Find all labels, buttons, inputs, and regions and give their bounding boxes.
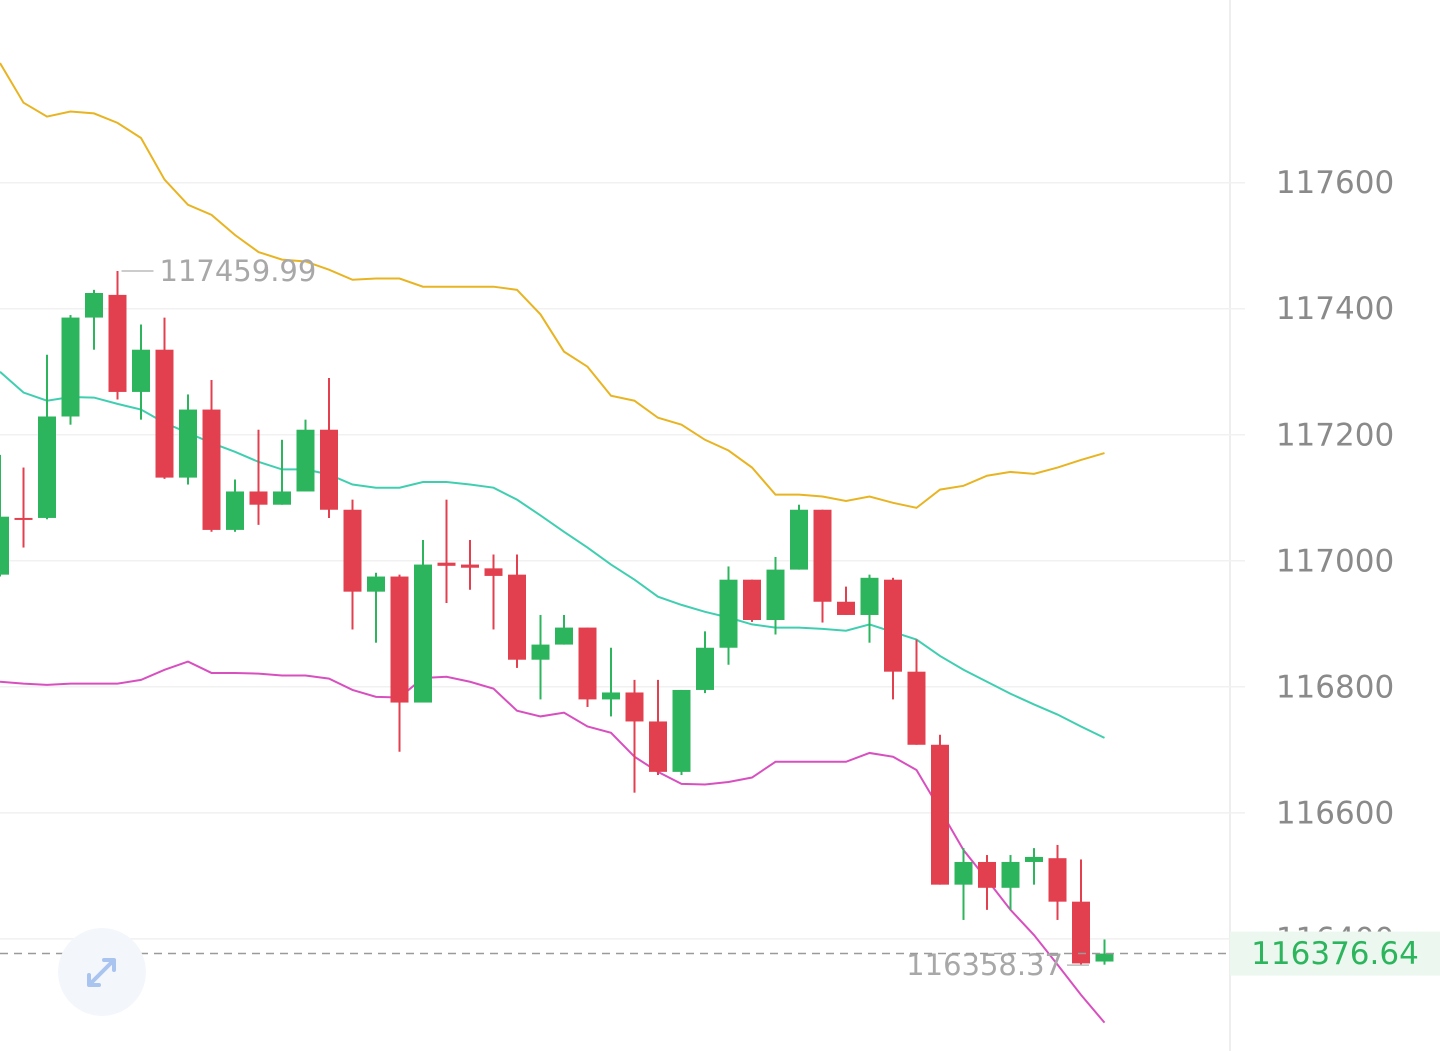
candle-body [414,564,432,703]
y-tick-label: 117600 [1276,165,1394,201]
candle-body [907,671,926,745]
candle-body [38,416,56,518]
candle-body [813,509,832,602]
candle-body [132,349,150,392]
grid: 1164001166001168001170001172001174001176… [0,165,1394,957]
candle-body [931,744,949,885]
candle-body [860,577,879,615]
band-line [0,62,1105,509]
last-price-label: 116376.64 [1251,936,1419,972]
candle-body [884,579,902,672]
y-tick-label: 117000 [1276,543,1394,579]
candle-body [508,574,526,660]
candle-body [719,579,738,648]
max-label: 117459.99 [160,254,317,288]
candle-body [85,292,103,318]
candle-body [0,516,9,575]
candle-body [790,509,808,570]
candle-body [273,491,291,505]
candle-body [837,601,855,615]
candle-body [649,721,667,772]
candles [0,270,1114,966]
candle-body [1095,953,1114,962]
band-line [0,660,1106,1024]
candle-body [249,491,268,505]
candle-body [1025,856,1043,862]
candle-body [226,491,244,530]
candle-body [766,569,785,621]
y-tick-label: 117400 [1276,291,1394,327]
candle-body [390,576,409,703]
candle-body [1048,858,1067,902]
expand-button[interactable] [58,928,146,1016]
last-price-tag [1230,931,1440,976]
candle-body [484,568,503,576]
candle-body [155,349,174,478]
candle-body [578,627,597,700]
candle-body [61,317,80,417]
candle-body [1072,901,1090,964]
candle-body [954,861,973,885]
candle-body [437,562,456,566]
candle-body [602,692,620,700]
candle-body [296,429,315,492]
candle-body [696,647,714,690]
candle-body [1001,861,1020,888]
candle-body [202,409,221,530]
candle-body [531,644,550,660]
y-tick-label: 116800 [1276,669,1394,705]
candle-body [367,576,385,592]
candle-body [743,579,761,621]
candle-body [672,689,691,772]
candle-body [14,517,33,520]
candle-body [343,509,362,592]
candle-body [625,692,644,722]
candle-body [108,294,127,392]
candle-body [320,429,338,510]
y-tick-label: 116600 [1276,795,1394,831]
candle-body [978,861,996,888]
candle-body [179,409,197,478]
candle-body [461,564,479,568]
candle-body [555,627,573,645]
y-tick-label: 117200 [1276,417,1394,453]
